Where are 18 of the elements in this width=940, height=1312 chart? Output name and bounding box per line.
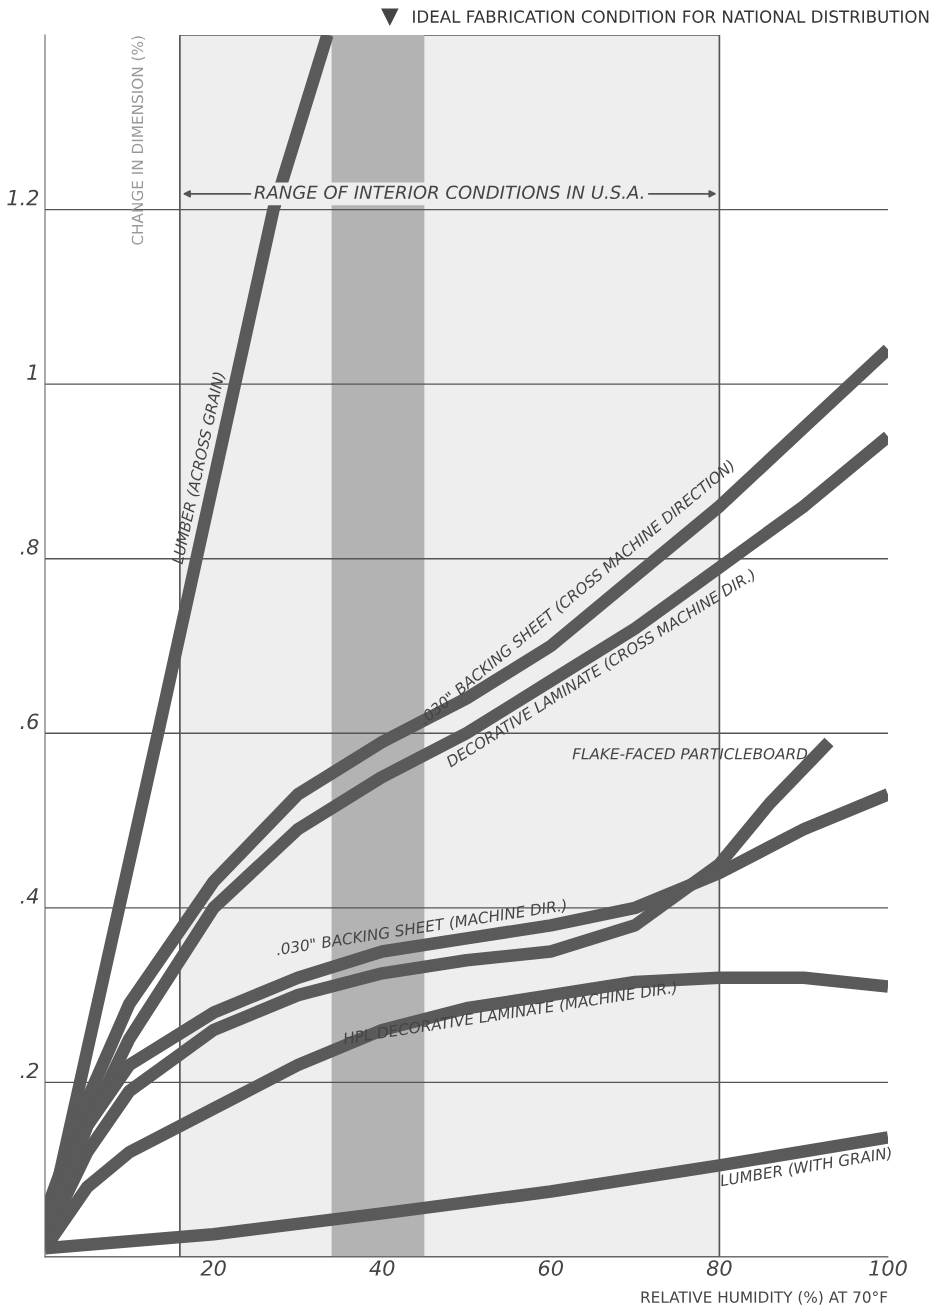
x-tick-label: 80 bbox=[706, 1260, 732, 1276]
y-tick-label: .2 bbox=[20, 1062, 39, 1079]
text: LUMBER (WITH GRAIN) bbox=[719, 1146, 892, 1189]
band-label: IDEAL FABRICATION CONDITION FOR NATIONAL DISTRIBUTION bbox=[413, 10, 929, 23]
y-tick-label: 1.2 bbox=[7, 189, 39, 206]
y-tick-label: .6 bbox=[20, 713, 39, 730]
band-label: RANGE OF INTERIOR CONDITIONS IN U.S.A. bbox=[254, 185, 643, 200]
text: .030" BACKING SHEET (MACHINE DIR.) bbox=[275, 898, 567, 958]
x-tick-label: 100 bbox=[869, 1260, 907, 1276]
x-tick-label: 20 bbox=[200, 1260, 226, 1276]
y-axis-title: CHANGE IN DIMENSION (%) bbox=[131, 36, 145, 245]
x-axis-title: RELATIVE HUMIDITY (%) AT 70°F bbox=[641, 1291, 888, 1305]
x-tick-label: 60 bbox=[538, 1260, 564, 1276]
y-tick-label: .8 bbox=[20, 538, 39, 555]
x-tick-label: 40 bbox=[369, 1260, 395, 1276]
y-tick-label: .4 bbox=[20, 888, 38, 904]
y-tick-label: 1 bbox=[27, 364, 37, 380]
text: LUMBER (ACROSS GRAIN) bbox=[171, 371, 227, 565]
